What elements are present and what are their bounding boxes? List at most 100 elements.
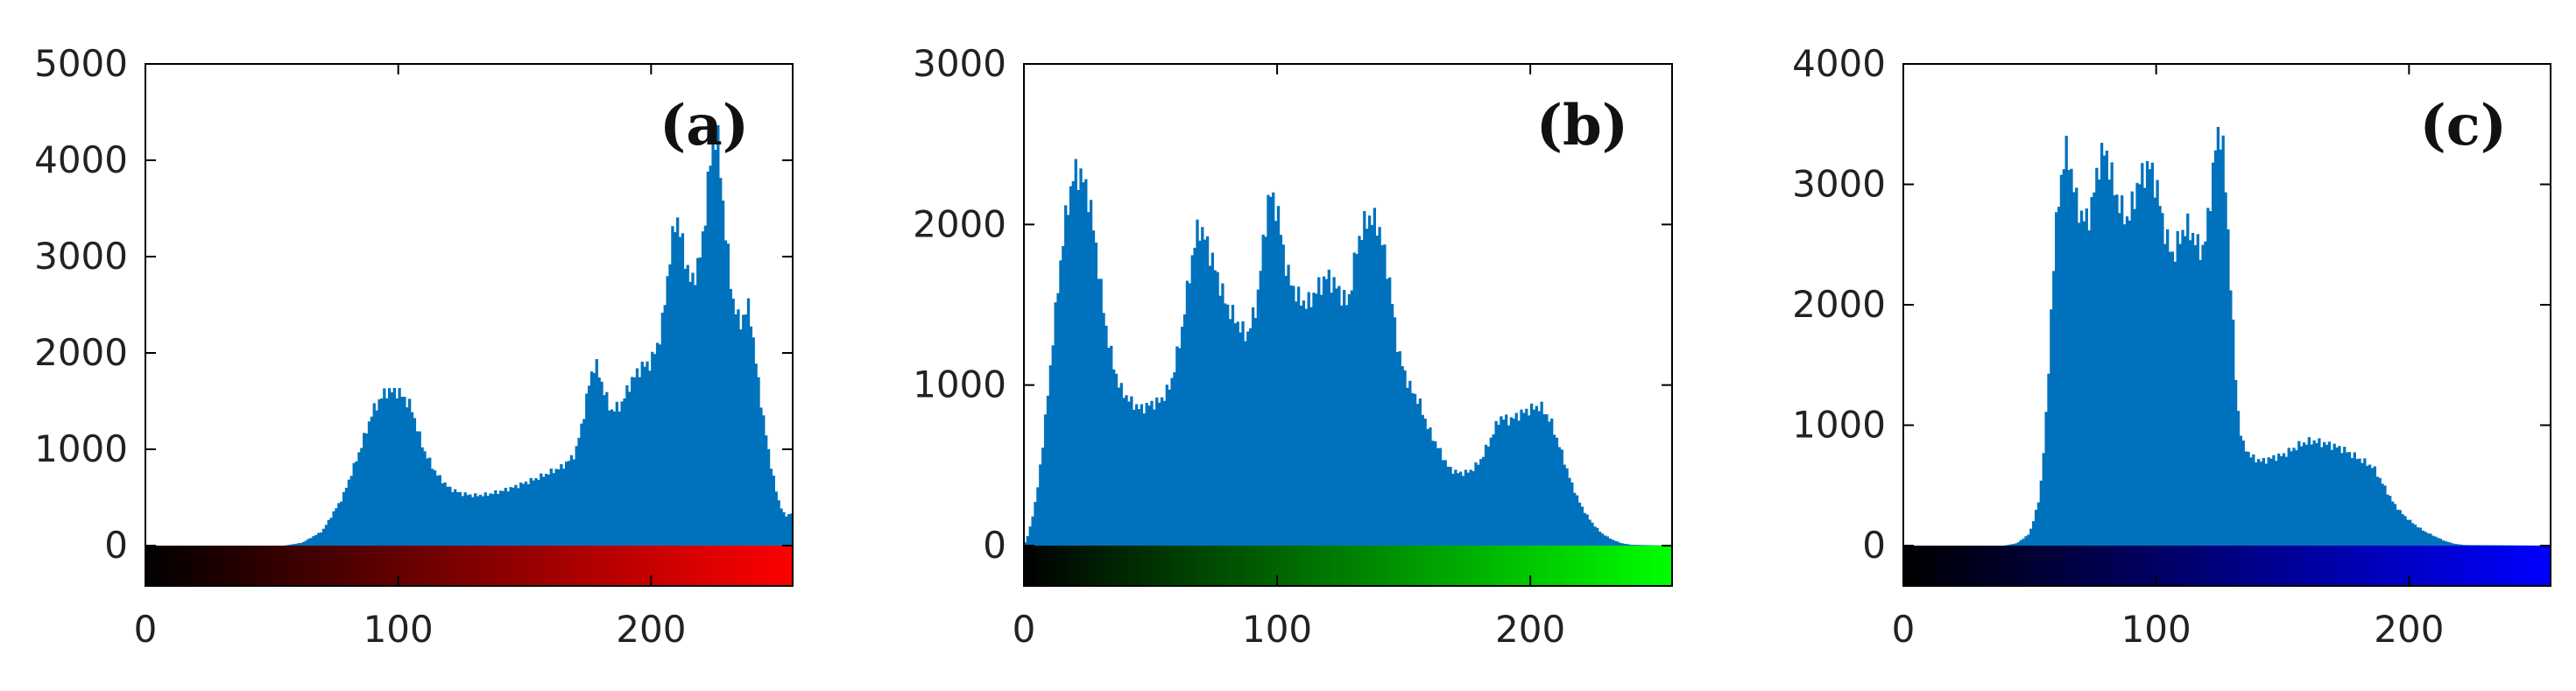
histogram-bar xyxy=(1436,448,1440,546)
histogram-bar xyxy=(408,398,412,546)
histogram-bar xyxy=(681,233,685,546)
histogram-bar xyxy=(575,446,578,546)
histogram-bar xyxy=(335,508,338,546)
histogram-bar xyxy=(1423,418,1427,546)
histogram-bar xyxy=(2055,212,2058,546)
histogram-bar xyxy=(709,166,712,546)
histogram-bar xyxy=(1514,412,1518,546)
histogram-bar xyxy=(1256,289,1260,546)
histogram-bar xyxy=(542,476,546,546)
histogram-bar xyxy=(2125,216,2129,546)
histogram-bar xyxy=(1469,469,1472,546)
histogram-bar xyxy=(2072,192,2076,546)
histogram-bar xyxy=(363,433,366,546)
histogram-bar xyxy=(2302,442,2306,546)
histogram-bar xyxy=(2262,457,2265,546)
histogram-bar xyxy=(1378,227,1381,546)
histogram-bar xyxy=(1198,240,1202,546)
histogram-bar xyxy=(655,342,660,546)
histogram-bar xyxy=(512,487,515,546)
histogram-bar xyxy=(2115,194,2119,546)
histogram-bar xyxy=(1390,304,1394,546)
histogram-bar xyxy=(765,435,768,546)
histogram-bar xyxy=(1264,236,1267,546)
histogram-bar xyxy=(2133,208,2136,546)
histogram-bar xyxy=(1550,418,1554,546)
histogram-bar xyxy=(1048,365,1052,546)
histogram-bar xyxy=(1165,384,1168,546)
histogram-bar xyxy=(1646,545,1650,546)
histogram-bar xyxy=(1023,542,1027,546)
histogram-bar xyxy=(2315,442,2318,546)
histogram-bar xyxy=(1190,255,1194,546)
histogram-bar xyxy=(2389,496,2392,546)
histogram-bar xyxy=(2158,206,2162,546)
histogram-bar xyxy=(2193,244,2198,546)
histogram-bar xyxy=(2201,244,2205,546)
histogram-bar xyxy=(304,540,307,546)
histogram-bar xyxy=(1583,512,1586,546)
histogram-bar xyxy=(2156,180,2159,546)
histogram-bar xyxy=(1043,414,1048,546)
histogram-bar xyxy=(1327,269,1330,546)
histogram-bar xyxy=(2312,440,2316,546)
histogram-bar xyxy=(785,516,788,546)
histogram-bar xyxy=(701,231,705,546)
histogram-bar xyxy=(448,486,452,546)
histogram-bar xyxy=(1267,194,1270,546)
histogram-bar xyxy=(2272,455,2276,546)
histogram-bar xyxy=(1105,325,1108,546)
histogram-bar xyxy=(489,493,492,546)
histogram-bar xyxy=(2059,174,2064,546)
histogram-bar xyxy=(1315,293,1318,546)
histogram-bar xyxy=(524,481,528,546)
histogram-bar xyxy=(1299,305,1303,546)
histogram-bar xyxy=(610,409,614,546)
histogram-bar xyxy=(729,288,732,546)
histogram-bar xyxy=(342,491,346,546)
histogram-bar xyxy=(1269,196,1273,546)
histogram-bar xyxy=(1375,236,1379,546)
histogram-bar xyxy=(1059,260,1062,546)
histogram-bar xyxy=(1185,280,1189,546)
histogram-bar xyxy=(2307,437,2311,546)
histogram-bar xyxy=(2269,458,2273,546)
histogram-bar xyxy=(1330,293,1333,546)
histogram-bar xyxy=(1477,464,1480,546)
histogram-bar xyxy=(2252,454,2255,546)
histogram-bar xyxy=(1366,229,1369,546)
x-tick-label: 200 xyxy=(616,608,686,651)
histogram-bars xyxy=(284,125,794,546)
panel-label: (a) xyxy=(660,93,749,159)
histogram-bar xyxy=(1221,283,1224,546)
histogram-bar xyxy=(1102,313,1105,546)
histogram-panel-3: 0 1000 2000 3000 4000 0 100 200 (c) xyxy=(1792,42,2551,651)
axes-frame xyxy=(1902,63,2551,587)
histogram-bar xyxy=(2022,539,2025,546)
histogram-bar xyxy=(1089,200,1093,546)
histogram-bar xyxy=(696,257,700,546)
histogram-bar xyxy=(1236,321,1239,546)
histogram-bar xyxy=(1239,332,1242,546)
histogram-bar xyxy=(2105,151,2109,546)
histogram-bar xyxy=(1069,186,1073,546)
histogram-bar xyxy=(2449,542,2452,546)
histogram-bar xyxy=(2446,541,2450,546)
histogram-bar xyxy=(1471,470,1475,546)
histogram-bar xyxy=(529,477,533,546)
histogram-bar xyxy=(668,264,672,546)
histogram-bar xyxy=(418,431,421,546)
histogram-bar xyxy=(400,397,404,546)
histogram-bar xyxy=(387,388,392,546)
histogram-bar xyxy=(597,377,601,546)
histogram-bar xyxy=(2024,536,2028,546)
histogram-bar xyxy=(2275,461,2278,546)
histogram-bar xyxy=(2255,462,2258,546)
histogram-bar xyxy=(2052,271,2056,546)
histogram-bars xyxy=(2004,126,2551,546)
histogram-bar xyxy=(2396,509,2399,546)
histogram-bar xyxy=(2093,192,2096,546)
histogram-bar xyxy=(2121,195,2124,546)
histogram-bar xyxy=(2178,243,2182,546)
